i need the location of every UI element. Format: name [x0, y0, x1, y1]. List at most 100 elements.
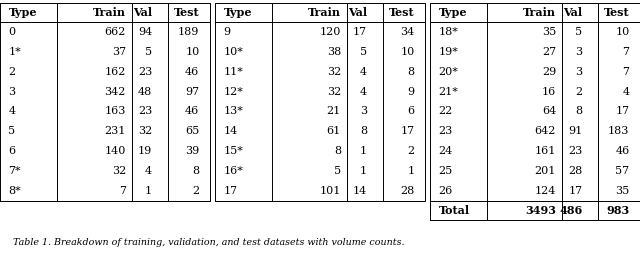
Text: 642: 642	[534, 126, 556, 136]
Text: 1: 1	[407, 166, 415, 176]
Text: 13*: 13*	[223, 106, 243, 116]
Text: 18*: 18*	[438, 27, 458, 37]
Text: 23: 23	[138, 106, 152, 116]
Text: 161: 161	[534, 146, 556, 156]
Text: 4: 4	[360, 87, 367, 97]
Text: 9: 9	[407, 87, 415, 97]
Text: 3493: 3493	[525, 205, 556, 216]
Text: 3: 3	[8, 87, 15, 97]
Text: 27: 27	[542, 47, 556, 57]
Text: Test: Test	[389, 7, 415, 18]
Text: Val: Val	[348, 7, 367, 18]
Text: 37: 37	[112, 47, 126, 57]
Text: 3: 3	[575, 47, 582, 57]
Text: 17: 17	[223, 186, 237, 196]
Text: 2: 2	[575, 87, 582, 97]
Text: 10: 10	[400, 47, 415, 57]
Text: 57: 57	[616, 166, 630, 176]
Text: 17: 17	[353, 27, 367, 37]
Text: 21*: 21*	[438, 87, 458, 97]
Text: 2: 2	[407, 146, 415, 156]
Text: Test: Test	[604, 7, 630, 18]
Text: Train: Train	[523, 7, 556, 18]
Text: 29: 29	[542, 67, 556, 77]
Text: 486: 486	[559, 205, 582, 216]
Text: 8: 8	[192, 166, 200, 176]
Text: 16*: 16*	[223, 166, 243, 176]
Text: 4: 4	[360, 67, 367, 77]
Text: 8: 8	[334, 146, 341, 156]
Text: 1: 1	[145, 186, 152, 196]
Text: 21: 21	[327, 106, 341, 116]
Text: 5: 5	[360, 47, 367, 57]
Text: 6: 6	[407, 106, 415, 116]
Text: 91: 91	[568, 126, 582, 136]
Text: 8: 8	[407, 67, 415, 77]
Text: 8: 8	[575, 106, 582, 116]
Text: 25: 25	[438, 166, 452, 176]
Text: 14: 14	[353, 186, 367, 196]
Text: 17: 17	[401, 126, 415, 136]
Text: 1: 1	[360, 166, 367, 176]
Text: 23: 23	[438, 126, 452, 136]
Text: Train: Train	[93, 7, 126, 18]
Text: 2: 2	[192, 186, 200, 196]
Text: 7*: 7*	[8, 166, 21, 176]
Text: Table 1. Breakdown of training, validation, and test datasets with volume counts: Table 1. Breakdown of training, validati…	[13, 238, 404, 247]
Text: 163: 163	[104, 106, 126, 116]
Text: 97: 97	[186, 87, 200, 97]
Text: 16: 16	[542, 87, 556, 97]
Text: 23: 23	[568, 146, 582, 156]
Text: 6: 6	[8, 146, 15, 156]
Text: 28: 28	[400, 186, 415, 196]
Text: 39: 39	[185, 146, 200, 156]
Text: 201: 201	[534, 166, 556, 176]
Text: 7: 7	[119, 186, 126, 196]
Text: 61: 61	[327, 126, 341, 136]
Text: 5: 5	[575, 27, 582, 37]
Text: 4: 4	[622, 87, 630, 97]
Text: 14: 14	[223, 126, 237, 136]
Text: 7: 7	[623, 47, 630, 57]
Text: 46: 46	[185, 67, 200, 77]
Text: 5: 5	[334, 166, 341, 176]
Text: 94: 94	[138, 27, 152, 37]
Text: 8*: 8*	[8, 186, 21, 196]
Text: 9: 9	[223, 27, 230, 37]
Text: 17: 17	[616, 106, 630, 116]
Text: 5: 5	[145, 47, 152, 57]
Text: 65: 65	[185, 126, 200, 136]
Text: 19: 19	[138, 146, 152, 156]
Text: 19*: 19*	[438, 47, 458, 57]
Text: 120: 120	[319, 27, 341, 37]
Text: Val: Val	[133, 7, 152, 18]
Text: 1: 1	[360, 146, 367, 156]
Text: 11*: 11*	[223, 67, 243, 77]
Text: 32: 32	[327, 67, 341, 77]
Text: 26: 26	[438, 186, 452, 196]
Text: 15*: 15*	[223, 146, 243, 156]
Text: Test: Test	[174, 7, 200, 18]
Text: 32: 32	[138, 126, 152, 136]
Text: 34: 34	[400, 27, 415, 37]
Text: Type: Type	[8, 7, 37, 18]
Text: 662: 662	[104, 27, 126, 37]
Text: 20*: 20*	[438, 67, 458, 77]
Text: 12*: 12*	[223, 87, 243, 97]
Text: 1*: 1*	[8, 47, 21, 57]
Text: Total: Total	[438, 205, 470, 216]
Text: 35: 35	[615, 186, 630, 196]
Text: 2: 2	[8, 67, 15, 77]
Text: 140: 140	[104, 146, 126, 156]
Text: 46: 46	[615, 146, 630, 156]
Text: 32: 32	[112, 166, 126, 176]
Text: 3: 3	[360, 106, 367, 116]
Text: 231: 231	[104, 126, 126, 136]
Text: 8: 8	[360, 126, 367, 136]
Text: Type: Type	[223, 7, 252, 18]
Text: 342: 342	[104, 87, 126, 97]
Text: 124: 124	[534, 186, 556, 196]
Text: 101: 101	[319, 186, 341, 196]
Text: 22: 22	[438, 106, 452, 116]
Text: 24: 24	[438, 146, 452, 156]
